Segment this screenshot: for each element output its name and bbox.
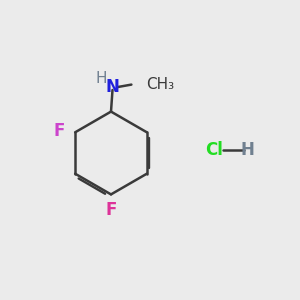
Text: CH₃: CH₃ [146, 77, 175, 92]
Text: Cl: Cl [206, 141, 224, 159]
Text: N: N [106, 78, 119, 96]
Text: H: H [95, 71, 107, 86]
Text: F: F [105, 201, 117, 219]
Text: H: H [241, 141, 254, 159]
Text: F: F [54, 122, 65, 140]
